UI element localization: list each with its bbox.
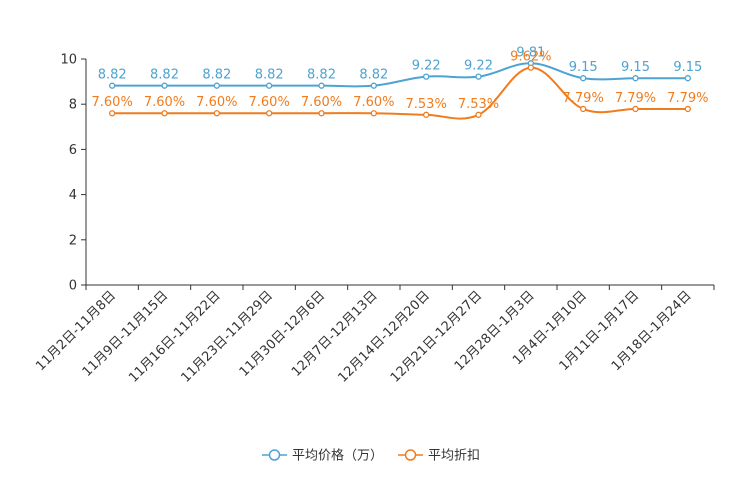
data-point bbox=[109, 82, 116, 89]
data-label: 9.22 bbox=[412, 59, 441, 74]
data-point bbox=[632, 75, 639, 82]
data-labels: 8.82 8.82 8.82 8.82 8.82 8.82 9.22 9.22 9.81 9.15… bbox=[92, 45, 709, 112]
data-point bbox=[580, 75, 587, 82]
y-tick-label: 8 bbox=[69, 98, 77, 113]
y-tick-label: 4 bbox=[69, 188, 77, 203]
legend[interactable]: 平均价格（万） 平均折扣 bbox=[262, 448, 480, 464]
data-point bbox=[632, 105, 639, 113]
data-label: 7.60% bbox=[301, 95, 342, 110]
data-label: 8.82 bbox=[255, 68, 284, 83]
data-label: 7.79% bbox=[667, 91, 708, 106]
data-point bbox=[109, 110, 116, 117]
data-label: 9.62% bbox=[510, 50, 551, 65]
data-label: 9.15 bbox=[569, 60, 598, 75]
x-tick-label: 11月16日-11月22日 bbox=[126, 288, 223, 385]
data-label: 8.82 bbox=[150, 68, 179, 83]
data-point bbox=[423, 73, 430, 80]
data-point bbox=[684, 75, 691, 82]
data-point bbox=[684, 105, 691, 113]
data-point bbox=[213, 82, 220, 89]
data-point bbox=[318, 82, 325, 89]
data-label: 9.81 bbox=[516, 45, 545, 60]
data-point bbox=[370, 110, 377, 117]
legend-marker-icon bbox=[404, 449, 417, 461]
data-label: 9.15 bbox=[621, 60, 650, 75]
data-point bbox=[161, 82, 168, 89]
data-label: 8.82 bbox=[98, 68, 127, 83]
data-point bbox=[161, 110, 168, 117]
x-tick-label: 12月14日-12月20日 bbox=[336, 288, 433, 385]
legend-label: 平均折扣 bbox=[428, 449, 480, 464]
legend-item-0[interactable]: 平均价格（万） bbox=[262, 448, 383, 464]
x-tick-label: 12月21日-12月27日 bbox=[388, 288, 485, 385]
data-point bbox=[213, 110, 220, 117]
series-line-0 bbox=[112, 62, 688, 88]
legend-item-1[interactable]: 平均折扣 bbox=[398, 449, 480, 464]
y-tick-label: 2 bbox=[69, 233, 77, 248]
data-point bbox=[266, 110, 273, 117]
data-point bbox=[370, 82, 377, 89]
data-label: 7.60% bbox=[92, 95, 133, 110]
data-label: 7.79% bbox=[563, 91, 604, 106]
data-label: 8.82 bbox=[307, 68, 336, 83]
y-tick-label: 0 bbox=[69, 279, 77, 294]
data-point bbox=[580, 105, 587, 113]
data-label: 7.79% bbox=[615, 91, 656, 106]
data-point bbox=[475, 111, 482, 118]
data-label: 7.53% bbox=[458, 97, 499, 112]
data-label: 8.82 bbox=[359, 68, 388, 83]
data-label: 7.60% bbox=[196, 95, 237, 110]
data-label: 9.22 bbox=[464, 59, 493, 74]
series-group bbox=[109, 60, 691, 120]
legend-label: 平均价格（万） bbox=[292, 448, 383, 464]
data-point bbox=[318, 110, 325, 117]
x-tick-label: 11月23日-11月29日 bbox=[179, 288, 276, 385]
y-tick-label: 6 bbox=[69, 143, 77, 158]
data-label: 7.60% bbox=[144, 95, 185, 110]
data-label: 7.60% bbox=[353, 95, 394, 110]
legend-marker-icon bbox=[268, 449, 281, 461]
data-label: 9.15 bbox=[673, 60, 702, 75]
data-label: 7.53% bbox=[406, 97, 447, 112]
data-point bbox=[475, 73, 482, 80]
data-point bbox=[266, 82, 273, 89]
data-label: 8.82 bbox=[202, 68, 231, 83]
data-point bbox=[527, 64, 534, 71]
data-label: 7.60% bbox=[249, 95, 290, 110]
y-tick-label: 10 bbox=[60, 53, 77, 68]
data-point bbox=[423, 111, 430, 118]
